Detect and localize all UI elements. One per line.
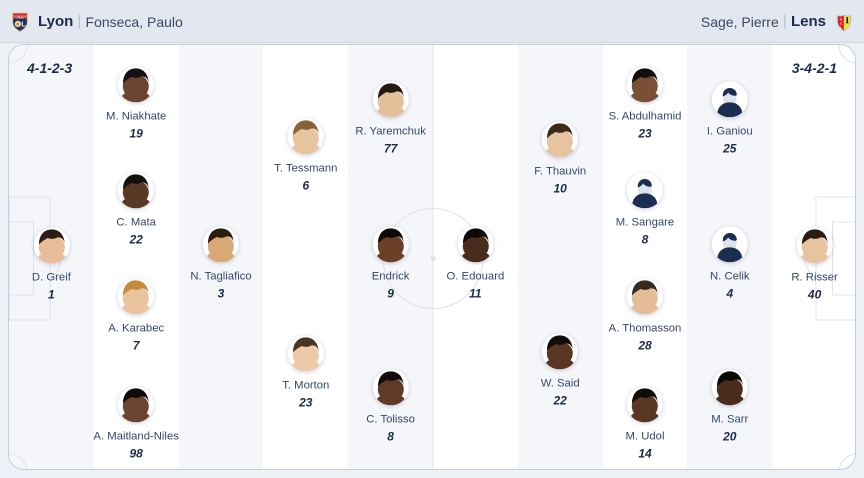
svg-text:✿: ✿ [16,21,20,26]
svg-text:R: R [840,17,842,21]
svg-text:OLYMPIQUE: OLYMPIQUE [14,15,27,17]
svg-text:C: C [840,21,842,25]
svg-text:L: L [21,19,26,28]
